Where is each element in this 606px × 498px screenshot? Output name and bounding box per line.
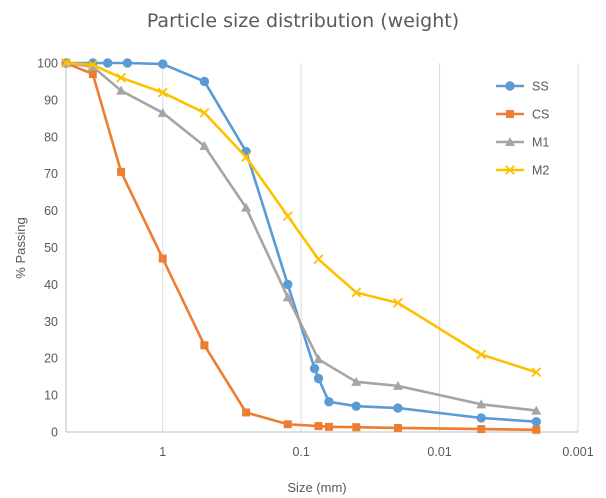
y-tick-label-1: 10	[44, 389, 58, 403]
data-point-cs-6	[283, 420, 292, 429]
data-point-m1-8	[351, 376, 362, 386]
legend-label-m2: M2	[532, 164, 549, 178]
series-cs	[62, 59, 541, 434]
y-tick-label-2: 20	[44, 352, 58, 366]
y-tick-label-5: 50	[44, 241, 58, 255]
data-point-m1-9	[392, 380, 403, 390]
series-line-m1	[65, 61, 537, 412]
data-point-cs-3	[158, 254, 167, 263]
series-m1	[61, 58, 542, 415]
data-point-ss-5	[199, 76, 210, 87]
data-point-ss-13	[476, 413, 486, 423]
data-point-m1-3	[157, 107, 168, 117]
data-point-m2-11	[531, 367, 542, 378]
data-point-m1-11	[531, 405, 542, 415]
y-tick-label-9: 90	[44, 93, 58, 107]
legend-label-ss: SS	[532, 80, 549, 94]
legend-entry-cs: CS	[496, 108, 549, 122]
legend-entry-m1: M1	[496, 136, 549, 150]
y-tick-label-3: 30	[44, 315, 58, 329]
series-layer	[61, 58, 542, 434]
data-point-m1-6	[282, 292, 293, 302]
x-tick-label-2: 0.01	[427, 445, 451, 459]
data-point-ss-4	[158, 59, 168, 69]
data-point-cs-12	[532, 425, 541, 434]
data-point-m1-2	[116, 85, 127, 95]
legend-label-m1: M1	[532, 136, 549, 150]
data-point-cs-2	[117, 167, 126, 176]
axes: 0 10 20 30 40 50 60 70 80 90 100 1 0.1 0.01 0.001	[37, 57, 594, 460]
data-point-cs-10	[393, 423, 402, 432]
data-point-m2-9	[392, 297, 403, 308]
x-tick-label-0: 1	[159, 445, 166, 459]
legend-entry-ss: SS	[496, 80, 549, 94]
y-tick-label-4: 40	[44, 278, 58, 292]
data-point-cs-8	[324, 422, 333, 431]
data-point-m2-3	[157, 87, 168, 98]
y-tick-label-8: 80	[44, 130, 58, 144]
y-tick-label-7: 70	[44, 167, 58, 181]
x-axis-label: Size (mm)	[287, 480, 346, 495]
x-tick-label-3: 0.001	[562, 445, 593, 459]
data-point-m2-7	[313, 254, 324, 265]
y-tick-label-0: 0	[51, 426, 58, 440]
data-point-ss-10	[324, 397, 334, 407]
data-point-cs-5	[242, 408, 251, 417]
x-tick-label-1: 0.1	[292, 445, 309, 459]
data-point-ss-9	[313, 373, 324, 384]
series-m2	[61, 58, 542, 378]
legend-swatch-marker-cs	[506, 110, 514, 118]
data-point-cs-1	[88, 70, 97, 79]
data-point-m2-6	[282, 211, 293, 222]
y-tick-label-10: 100	[37, 57, 58, 71]
data-point-ss-8	[309, 363, 320, 374]
data-point-m1-7	[313, 354, 324, 364]
data-point-m2-4	[199, 107, 210, 118]
data-point-ss-7	[283, 279, 293, 290]
chart-title: Particle size distribution (weight)	[147, 10, 459, 32]
y-tick-label-6: 60	[44, 204, 58, 218]
legend-swatch-marker-m1	[505, 137, 515, 146]
data-point-cs-9	[352, 423, 361, 432]
data-point-m2-1	[87, 59, 98, 70]
legend-swatch-marker-m2	[505, 165, 515, 175]
data-point-cs-7	[314, 422, 323, 431]
data-point-ss-2	[102, 58, 113, 68]
data-point-ss-12	[393, 403, 403, 413]
y-axis-label: % Passing	[13, 217, 28, 278]
data-point-m2-10	[476, 349, 487, 360]
legend-swatch-marker-ss	[505, 81, 515, 91]
data-point-m2-8	[351, 287, 362, 298]
series-line-m2	[65, 61, 537, 374]
data-point-m2-2	[116, 72, 127, 83]
data-point-m1-4	[199, 141, 210, 151]
data-point-ss-11	[351, 401, 361, 411]
legend-entry-m2: M2	[496, 164, 549, 178]
gridlines	[162, 63, 579, 432]
data-point-m1-5	[241, 202, 252, 212]
legend: SS CS M1 M2	[496, 80, 549, 178]
data-point-cs-4	[200, 341, 209, 350]
legend-label-cs: CS	[532, 108, 549, 122]
data-point-m2-0	[61, 58, 71, 68]
data-point-m1-10	[476, 399, 487, 409]
data-point-cs-11	[477, 425, 486, 434]
data-point-ss-14	[531, 416, 542, 427]
data-point-m2-5	[241, 152, 252, 163]
data-point-ss-3	[122, 58, 133, 68]
